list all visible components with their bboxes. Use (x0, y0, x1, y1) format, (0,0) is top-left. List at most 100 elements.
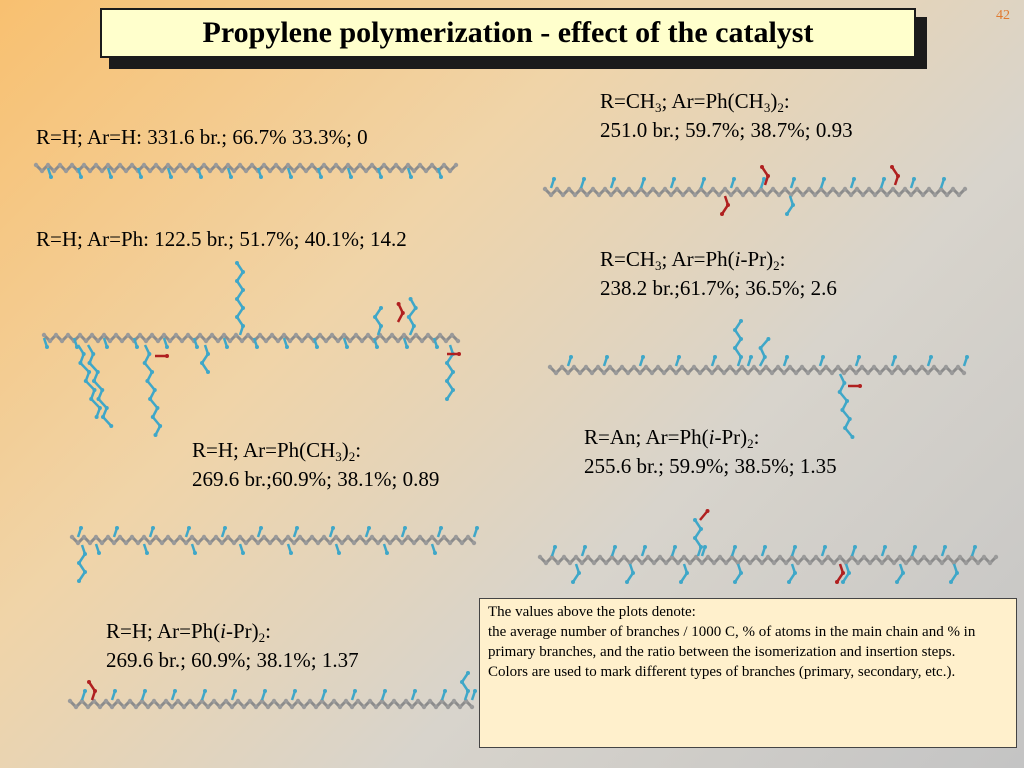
branch (746, 355, 753, 367)
branch (166, 167, 173, 179)
branch (787, 563, 797, 584)
branch (342, 337, 349, 349)
branch (679, 563, 689, 584)
branch (238, 543, 245, 555)
caption-line1: R=H; Ar=Ph(i-Pr)2: (106, 619, 271, 645)
branch (136, 167, 143, 179)
branch (789, 177, 796, 189)
branch (472, 526, 479, 538)
branch (328, 526, 335, 538)
caption-an-phipr2: R=An; Ar=Ph(i-Pr)2: 255.6 br.; 59.9%; 38… (584, 424, 837, 480)
branch (733, 319, 743, 367)
branch (693, 518, 703, 557)
branch (785, 195, 795, 216)
branch (86, 344, 114, 428)
branch (430, 543, 437, 555)
note-line-2: the average number of branches / 1000 C,… (488, 623, 976, 660)
branch (162, 337, 169, 349)
branch (290, 689, 297, 701)
branch (106, 167, 113, 179)
main-chain (67, 698, 475, 710)
caption-line1: R=H; Ar=Ph: 122.5 br.; 51.7%; 40.1%; 14.… (36, 227, 407, 251)
branch (396, 302, 405, 323)
branch (760, 165, 770, 186)
branch (220, 526, 227, 538)
branch (848, 384, 862, 388)
slide-title: Propylene polymerization - effect of the… (100, 8, 916, 58)
caption-h-h: R=H; Ar=H: 331.6 br.; 66.7% 33.3%; 0 (36, 124, 368, 151)
caption-line1: R=CH3; Ar=Ph(CH3)2: (600, 89, 790, 115)
branch (94, 543, 101, 555)
branch (940, 545, 947, 557)
branch (382, 543, 389, 555)
branch (854, 355, 861, 367)
caption-line2: 269.6 br.;60.9%; 38.1%; 0.89 (192, 466, 440, 491)
branch (639, 177, 646, 189)
branch (72, 337, 79, 349)
branch (406, 167, 413, 179)
branch (200, 689, 207, 701)
caption-line1: R=H; Ar=Ph(CH3)2: (192, 438, 362, 464)
branch (638, 355, 645, 367)
caption-line1: R=H; Ar=H: 331.6 br.; 66.7% 33.3%; 0 (36, 125, 368, 149)
branch (432, 337, 439, 349)
branch (837, 373, 855, 439)
branch (699, 509, 710, 521)
caption-h-phipr2: R=H; Ar=Ph(i-Pr)2: 269.6 br.; 60.9%; 38.… (106, 618, 359, 674)
branch (609, 177, 616, 189)
branch (406, 297, 418, 336)
branch (190, 543, 197, 555)
caption-line2: 251.0 br.; 59.7%; 38.7%; 0.93 (600, 117, 853, 142)
branch (818, 355, 825, 367)
branch (579, 177, 586, 189)
branch (140, 689, 147, 701)
branch (760, 545, 767, 557)
branch (142, 344, 163, 437)
branch (42, 337, 49, 349)
branch (909, 177, 916, 189)
branch (112, 526, 119, 538)
branch (550, 545, 557, 557)
branch (410, 689, 417, 701)
caption-h-ph: R=H; Ar=Ph: 122.5 br.; 51.7%; 40.1%; 14.… (36, 226, 407, 253)
branch (76, 344, 102, 419)
main-chain (542, 186, 968, 198)
branch (380, 689, 387, 701)
branch (192, 337, 199, 349)
branch (447, 352, 461, 356)
branch (334, 543, 341, 555)
caption-line2: 255.6 br.; 59.9%; 38.5%; 1.35 (584, 453, 837, 478)
branch (373, 306, 383, 336)
branch (445, 344, 455, 401)
branch (155, 354, 169, 358)
branch (436, 526, 443, 538)
branch (372, 337, 379, 349)
branch (841, 563, 851, 584)
branch (470, 689, 477, 701)
branch (184, 526, 191, 538)
branch (170, 689, 177, 701)
explanation-note: The values above the plots denote: the a… (479, 598, 1017, 748)
branch (80, 689, 87, 701)
branch (286, 167, 293, 179)
branch (76, 167, 83, 179)
branch (835, 563, 845, 584)
branch (148, 526, 155, 538)
branch (730, 545, 737, 557)
branch (850, 545, 857, 557)
branch (782, 355, 789, 367)
branch (674, 355, 681, 367)
branch (890, 355, 897, 367)
caption-line1: R=CH3; Ar=Ph(i-Pr)2: (600, 247, 786, 273)
caption-h-phme2: R=H; Ar=Ph(CH3)2: 269.6 br.;60.9%; 38.1%… (192, 437, 439, 493)
branch (849, 177, 856, 189)
branch (910, 545, 917, 557)
branch (790, 545, 797, 557)
branch (640, 545, 647, 557)
caption-line1: R=An; Ar=Ph(i-Pr)2: (584, 425, 760, 451)
branch (226, 167, 233, 179)
note-line-1: The values above the plots denote: (488, 604, 696, 620)
main-chain (547, 364, 967, 376)
branch (256, 167, 263, 179)
branch (436, 167, 443, 179)
